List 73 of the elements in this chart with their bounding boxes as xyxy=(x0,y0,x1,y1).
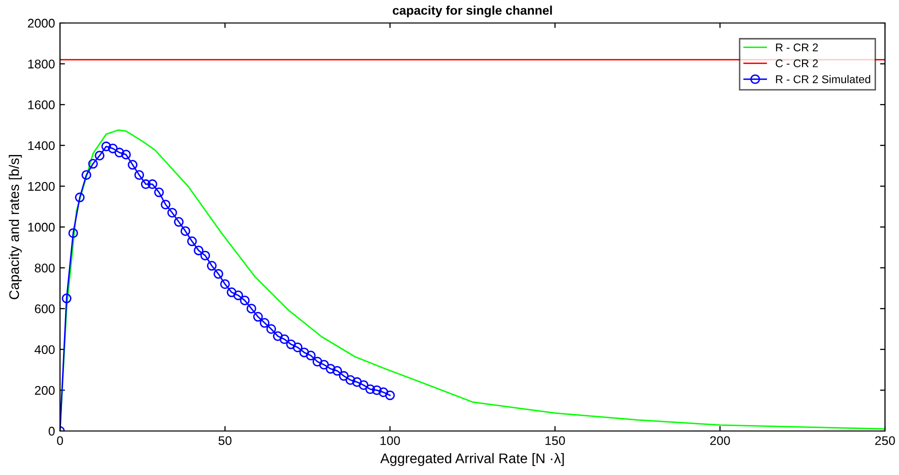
point xyxy=(140,179,151,190)
x-tick-label: 200 xyxy=(710,436,730,446)
y-tick-label: 200 xyxy=(34,386,55,395)
y-tick-label: 400 xyxy=(34,345,55,354)
y-tick-label: 2000 xyxy=(28,18,55,28)
point xyxy=(266,324,276,334)
point xyxy=(246,304,256,314)
point xyxy=(365,384,376,394)
x-tick-label: 0 xyxy=(57,436,63,446)
point xyxy=(167,208,178,218)
point xyxy=(346,375,356,385)
point xyxy=(385,390,395,400)
point xyxy=(372,385,382,396)
point xyxy=(326,364,336,374)
y-tick-label: 1400 xyxy=(28,141,55,150)
point xyxy=(299,348,310,358)
point xyxy=(220,279,230,289)
point xyxy=(200,250,210,260)
point xyxy=(240,296,250,306)
point xyxy=(160,200,170,210)
chart-title: capacity for single channel xyxy=(392,6,552,18)
point xyxy=(338,371,349,381)
point xyxy=(121,150,131,160)
y-axis-title: Capacity and rates [b/s] xyxy=(8,155,22,300)
point xyxy=(312,356,322,366)
point xyxy=(253,312,263,322)
point xyxy=(292,342,302,352)
point xyxy=(233,290,244,300)
y-tick-label: 600 xyxy=(34,304,55,314)
point xyxy=(306,350,316,360)
point xyxy=(94,150,104,160)
point xyxy=(378,387,388,398)
x-tick-label: 250 xyxy=(875,436,895,446)
y-tick-label: 800 xyxy=(34,264,55,272)
point xyxy=(148,179,158,190)
point xyxy=(319,360,329,370)
y-tick-label: 0 xyxy=(48,426,55,436)
point xyxy=(332,366,342,376)
point xyxy=(206,260,217,271)
point xyxy=(272,331,283,341)
point xyxy=(174,217,184,227)
point xyxy=(114,148,124,158)
point xyxy=(194,246,204,256)
point xyxy=(187,236,197,246)
y-tick-label: 1600 xyxy=(28,100,55,110)
point xyxy=(101,142,112,152)
point xyxy=(154,187,164,198)
point xyxy=(108,144,118,154)
point xyxy=(134,170,144,180)
point xyxy=(82,170,92,180)
y-tick-label: 1000 xyxy=(28,222,55,232)
x-tick-label: 150 xyxy=(546,436,565,446)
point xyxy=(180,226,190,236)
point xyxy=(260,318,270,328)
legend-label: C - CR 2 xyxy=(776,59,818,68)
x-tick-label: 50 xyxy=(218,436,232,446)
y-tick-label: 1200 xyxy=(28,182,55,191)
point xyxy=(62,294,72,304)
point xyxy=(358,380,368,390)
point xyxy=(88,158,98,169)
point xyxy=(280,334,290,344)
point xyxy=(128,160,138,170)
x-axis-title: Aggregated Arrival Rate [N ·λ] xyxy=(380,453,564,466)
point xyxy=(286,339,296,350)
point xyxy=(226,287,236,298)
legend-label: R - CR 2 xyxy=(776,43,818,52)
y-tick-label: 1800 xyxy=(28,60,55,68)
point xyxy=(68,228,78,238)
point xyxy=(74,192,85,202)
point xyxy=(352,377,362,387)
x-tick-label: 100 xyxy=(380,436,400,446)
point xyxy=(214,269,224,279)
legend-label: R - CR 2 Simulated xyxy=(776,75,870,84)
